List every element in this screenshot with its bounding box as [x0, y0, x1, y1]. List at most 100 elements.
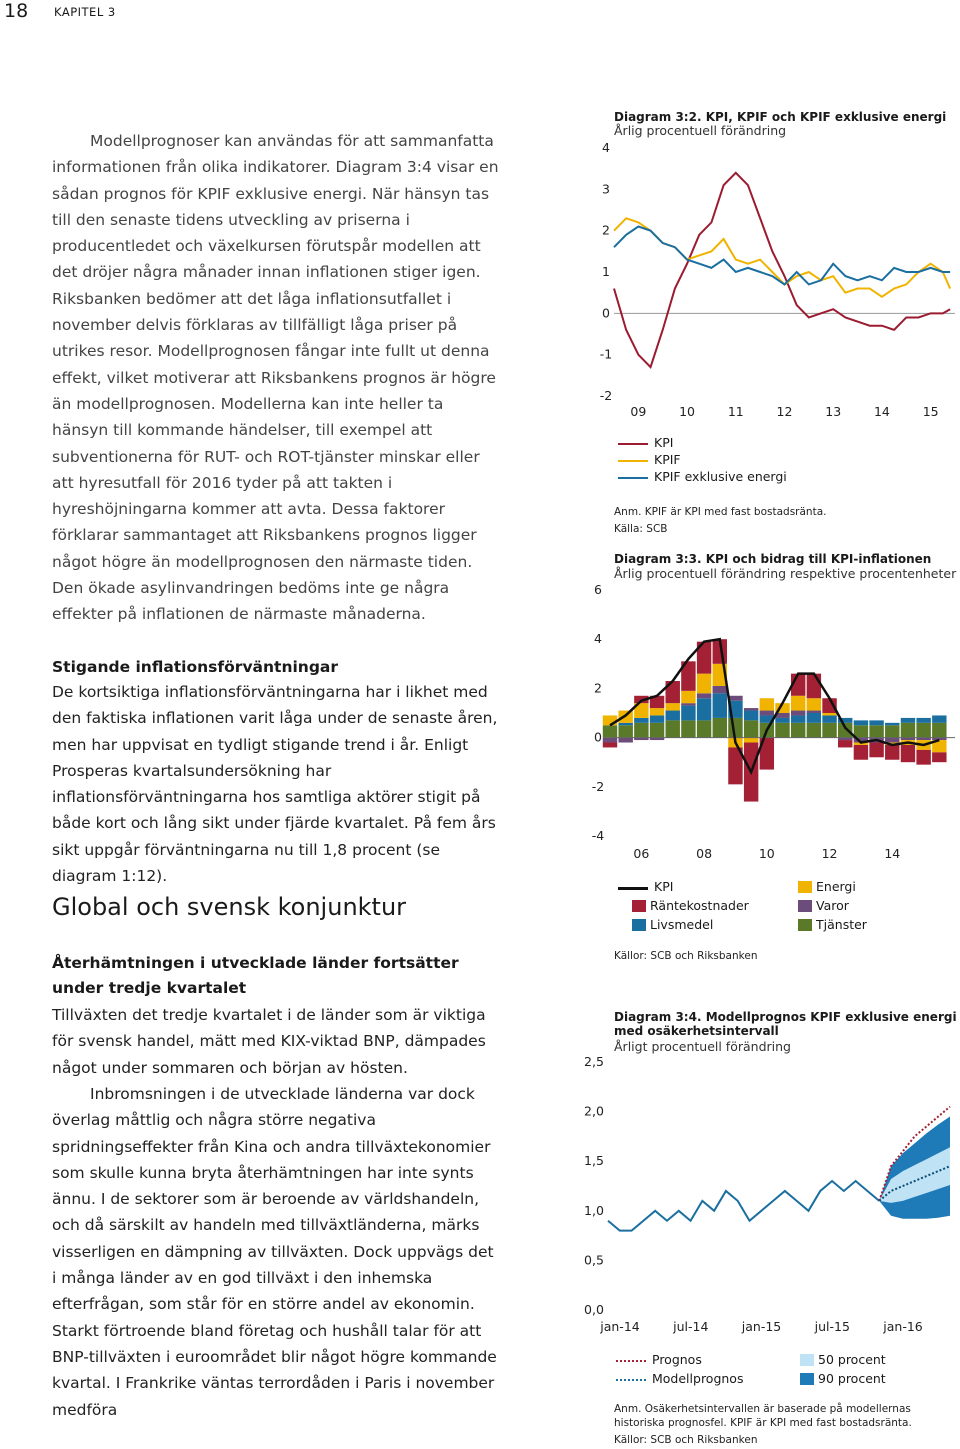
chart2-bar-segment: [916, 737, 931, 741]
chart2-bar-segment: [838, 722, 853, 738]
chart2-bar-segment: [790, 722, 806, 738]
chart1-ytick: -2: [600, 388, 612, 403]
chart3-ytick: 1,0: [584, 1203, 604, 1218]
chart2-bar-segment: [775, 722, 790, 738]
chart2-bar-segment: [618, 725, 633, 738]
chart2-bar-segment: [728, 747, 743, 785]
chart2-bar-segment: [634, 717, 649, 723]
chart2-bar-segment: [649, 737, 665, 741]
chart2-bar-segment: [602, 725, 618, 738]
chart2-bar-segment: [681, 703, 696, 706]
chart2-bar-segment: [728, 695, 743, 701]
chart3-xtick: jul-14: [672, 1319, 708, 1334]
chart2-bar-segment: [916, 722, 931, 738]
chart2-xtick: 14: [884, 846, 900, 861]
chart2-bar-segment: [743, 708, 759, 711]
chart2-xtick: 12: [822, 846, 838, 861]
chart1-xtick: 14: [874, 404, 890, 419]
chart2-bar-segment: [696, 673, 712, 694]
chart2-bar-segment: [790, 695, 806, 711]
chart2-bar-segment: [853, 725, 869, 738]
chart2-bar-segment: [602, 742, 618, 748]
chart3-ytick: 1,5: [584, 1153, 604, 1168]
chart3-note: Anm. Osäkerhetsintervallen är baserade p…: [614, 1403, 912, 1429]
subheading-recovery: Återhämtningen i utvecklade länder forts…: [52, 954, 459, 997]
chart2-bar-segment: [665, 703, 680, 711]
chart3-xtick: jan-14: [599, 1319, 640, 1334]
chart2-bar-segment: [853, 737, 869, 743]
chart2-bar-segment: [853, 744, 869, 760]
chart2-bar-segment: [743, 720, 759, 738]
chart2-source: Källor: SCB och Riksbanken: [614, 950, 758, 962]
chart3-outcome-line: [607, 1179, 880, 1232]
chart2-bar-segment: [712, 717, 727, 738]
chart3-ytick: 0,5: [584, 1252, 604, 1267]
chart1-series-line-0: [613, 171, 951, 369]
chart2-bar-segment: [696, 693, 712, 699]
chart2-bar-segment: [759, 737, 775, 770]
chart2-bar-segment: [649, 708, 665, 716]
chart1-ytick: 1: [602, 264, 610, 279]
chart2-bar-segment: [665, 710, 680, 721]
chart2-bar-segment: [916, 749, 931, 765]
chart1-xtick: 13: [825, 404, 841, 419]
chart1-ytick: 0: [602, 305, 610, 320]
chart3-modellprognos-line: [878, 1165, 951, 1202]
chart2-bar-segment: [681, 705, 696, 721]
chart3-subtitle: Årligt procentuell förändring: [614, 1039, 791, 1054]
chart1-ytick: -1: [600, 347, 612, 362]
chart2-bar-segment: [932, 752, 947, 763]
chart2-bar-segment: [759, 710, 775, 716]
chart2-bar-segment: [885, 744, 900, 760]
chart2-bar-segment: [759, 698, 775, 711]
chart3-xtick: jan-16: [882, 1319, 923, 1334]
chart2-bar-segment: [649, 715, 665, 723]
chart2-bar-segment: [602, 715, 618, 726]
chart2-bar-segment: [649, 695, 665, 709]
chart2-bar-segment: [649, 722, 665, 738]
chart2-bar-segment: [634, 737, 649, 741]
chart2-bar-segment: [696, 641, 712, 674]
chart2-bar-segment: [743, 737, 759, 743]
chart2-bar-segment: [618, 737, 633, 743]
chart2-bar-segment: [775, 713, 790, 718]
chart2-bar-segment: [932, 740, 947, 753]
chart1-xtick: 12: [777, 404, 793, 419]
chart2-bar-segment: [900, 717, 916, 723]
chart2-bar-segment: [775, 717, 790, 723]
chart2-bar-segment: [790, 715, 806, 723]
chart2-bar-segment: [806, 698, 822, 711]
chart1-ytick: 4: [602, 140, 610, 155]
chart1-ytick: 3: [602, 181, 610, 196]
chart2-bar-segment: [900, 722, 916, 738]
chart2-bar-segment: [618, 722, 633, 726]
chart3-xtick: jul-15: [814, 1319, 850, 1334]
chart2-bar-segment: [900, 744, 916, 763]
chart2-bar-segment: [681, 720, 696, 738]
chart2-bar-segment: [712, 685, 727, 694]
section-heading: Global och svensk konjunktur: [52, 893, 407, 921]
chart2-bar-segment: [885, 725, 900, 738]
chart2-bar-segment: [681, 661, 696, 691]
chart2-bar-segment: [712, 693, 727, 718]
chart1-title: Diagram 3:2. KPI, KPIF och KPIF exklusiv…: [614, 110, 947, 124]
chart2-bar-segment: [932, 737, 947, 741]
chart2-bar-segment: [853, 720, 869, 726]
subheading-inflation-expectations: Stigande inflationsförväntningar: [52, 658, 339, 676]
chart2-bar-segment: [838, 740, 853, 748]
chart3-ytick: 0,0: [584, 1302, 604, 1317]
chart2-bar-segment: [602, 737, 618, 743]
chart3-ytick: 2,5: [584, 1054, 604, 1069]
chart1-xtick: 10: [679, 404, 695, 419]
chart2-bar-segment: [822, 722, 837, 738]
chart2-bar-segment: [932, 722, 947, 738]
chart1-series-line-1: [613, 217, 952, 299]
chart2-xtick: 06: [633, 846, 649, 861]
chart2-subtitle: Årlig procentuell förändring respektive …: [614, 566, 957, 581]
chart2-kpi-line: [609, 637, 940, 776]
chart2-bar-segment: [806, 710, 822, 713]
chart2-bar-segment: [869, 725, 884, 738]
chart1-ytick: 2: [602, 223, 610, 238]
chart2-bar-segment: [634, 722, 649, 738]
chart2-ytick: -2: [592, 779, 604, 794]
